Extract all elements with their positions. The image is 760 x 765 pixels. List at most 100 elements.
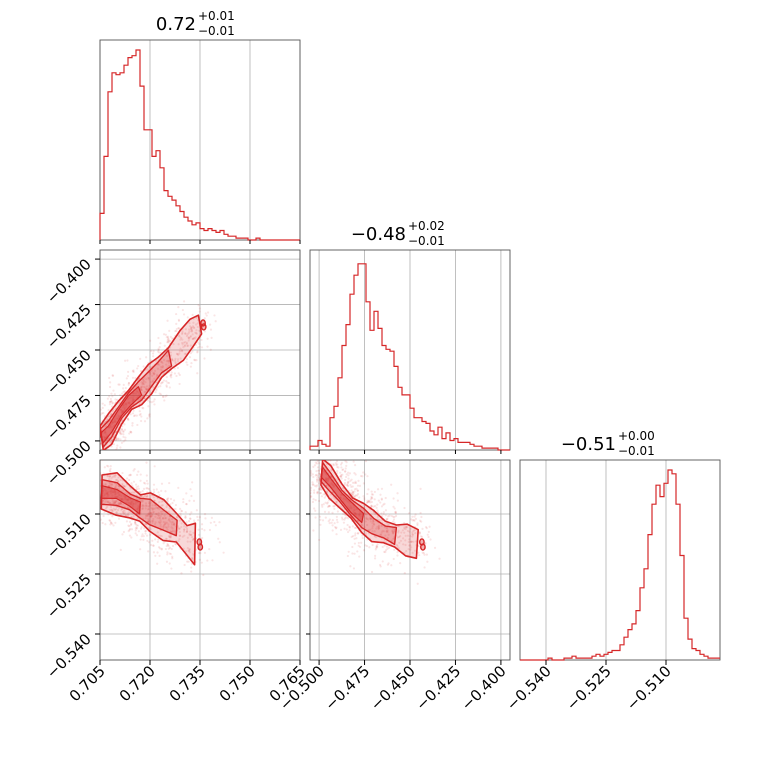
sample-point <box>100 500 101 502</box>
sample-point <box>93 431 95 433</box>
sample-point <box>350 507 353 510</box>
sample-point <box>104 455 106 457</box>
sample-point <box>406 529 409 533</box>
sample-point <box>360 528 363 531</box>
sample-point <box>177 527 181 531</box>
sample-point <box>213 520 216 524</box>
sample-point <box>157 385 160 388</box>
sample-point <box>353 506 356 509</box>
sample-point <box>321 505 324 508</box>
sample-point <box>188 551 191 554</box>
sample-point <box>96 434 98 436</box>
sample-point <box>312 475 315 479</box>
sample-point <box>154 512 158 515</box>
contour-island <box>197 543 204 551</box>
sample-point <box>203 330 206 333</box>
sample-point <box>95 443 97 445</box>
sample-point <box>351 491 355 494</box>
sample-point <box>372 520 375 523</box>
sample-point <box>178 350 181 353</box>
sample-point <box>106 492 109 496</box>
sample-point <box>92 466 94 468</box>
sample-point <box>425 527 428 530</box>
x-tick-label-0-0: 0.705 <box>66 662 109 705</box>
sample-point <box>403 531 406 534</box>
sample-point <box>146 495 149 498</box>
sample-point <box>190 494 193 498</box>
sample-point <box>398 541 401 544</box>
sample-point <box>138 410 141 413</box>
sample-point <box>206 311 210 314</box>
sample-point <box>326 460 330 462</box>
sample-point <box>165 354 169 358</box>
sample-point <box>142 505 145 508</box>
sample-point <box>158 345 161 349</box>
sample-point <box>316 491 319 494</box>
sample-point <box>196 346 200 349</box>
sample-point <box>167 364 170 368</box>
sample-point <box>408 512 411 515</box>
sample-point <box>111 401 114 404</box>
sample-point <box>335 500 338 504</box>
sample-point <box>165 360 168 363</box>
sample-point <box>405 526 408 529</box>
sample-point <box>139 357 142 360</box>
sample-point <box>175 329 178 333</box>
sample-point <box>304 482 306 484</box>
sample-point <box>305 466 307 468</box>
sample-point <box>165 505 168 509</box>
sample-point <box>369 518 372 521</box>
sample-point <box>174 357 177 360</box>
sample-point <box>159 393 163 396</box>
sample-point <box>161 381 164 384</box>
sample-point <box>357 514 360 517</box>
sample-point <box>379 533 383 536</box>
sample-point <box>355 514 358 517</box>
sample-point <box>305 490 307 492</box>
sample-point <box>362 495 365 498</box>
sample-point <box>326 457 328 459</box>
sample-point <box>124 498 127 501</box>
sample-point <box>379 533 382 536</box>
sample-point <box>393 530 396 533</box>
sample-point <box>88 495 90 497</box>
sample-point <box>125 520 129 523</box>
sample-point <box>376 545 379 549</box>
sample-point <box>187 560 190 563</box>
sample-point <box>82 486 84 488</box>
sample-point <box>200 523 204 526</box>
sample-point <box>153 372 156 376</box>
sample-point <box>192 326 195 329</box>
x-axis-0: 0.705 0.720 0.735 0.750 0.765 <box>66 660 309 705</box>
sample-point <box>343 481 347 485</box>
sample-point <box>420 535 424 538</box>
sample-point <box>105 418 109 421</box>
sample-point <box>339 496 343 500</box>
sample-point <box>353 537 356 540</box>
sample-point <box>91 485 93 487</box>
sample-point <box>182 500 185 504</box>
sample-point <box>119 438 122 441</box>
sample-point <box>322 451 324 453</box>
sample-point <box>111 395 114 398</box>
sample-point <box>101 406 104 409</box>
sample-point <box>402 537 405 540</box>
sample-point <box>170 358 174 362</box>
sample-point <box>387 533 390 536</box>
sample-point <box>187 336 190 339</box>
sample-point <box>192 552 195 555</box>
sample-point <box>117 501 120 504</box>
sample-point <box>172 522 176 525</box>
sample-point <box>145 385 149 388</box>
sample-point <box>365 501 369 504</box>
sample-point <box>397 529 400 532</box>
sample-point <box>159 519 162 522</box>
sample-point <box>175 516 179 519</box>
sample-point <box>328 522 331 525</box>
sample-point <box>324 476 328 480</box>
sample-point <box>169 335 172 338</box>
sample-point <box>108 385 112 389</box>
sample-point <box>385 530 388 533</box>
sample-point <box>306 460 308 462</box>
sample-point <box>361 536 364 540</box>
